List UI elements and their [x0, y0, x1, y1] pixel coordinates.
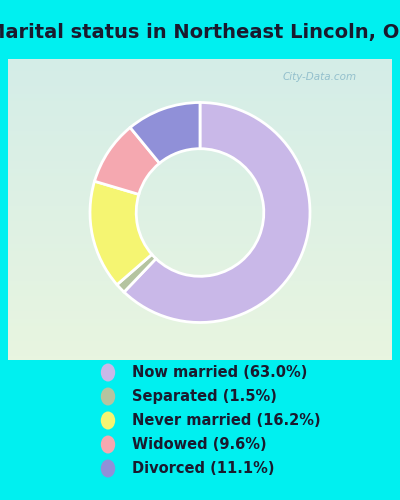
FancyBboxPatch shape [8, 355, 392, 360]
FancyBboxPatch shape [8, 130, 392, 135]
FancyBboxPatch shape [8, 325, 392, 330]
FancyBboxPatch shape [8, 295, 392, 300]
FancyBboxPatch shape [8, 246, 392, 251]
FancyBboxPatch shape [8, 66, 392, 71]
Text: Widowed (9.6%): Widowed (9.6%) [132, 437, 267, 452]
FancyBboxPatch shape [8, 310, 392, 315]
FancyBboxPatch shape [8, 340, 392, 345]
Text: City-Data.com: City-Data.com [283, 72, 357, 83]
FancyBboxPatch shape [8, 179, 392, 184]
FancyBboxPatch shape [8, 236, 392, 240]
FancyBboxPatch shape [8, 202, 392, 206]
Text: Divorced (11.1%): Divorced (11.1%) [132, 461, 274, 476]
FancyBboxPatch shape [8, 86, 392, 90]
FancyBboxPatch shape [8, 198, 392, 202]
Text: Now married (63.0%): Now married (63.0%) [132, 365, 307, 380]
FancyBboxPatch shape [8, 164, 392, 169]
FancyBboxPatch shape [8, 126, 392, 131]
FancyBboxPatch shape [8, 344, 392, 349]
FancyBboxPatch shape [8, 352, 392, 356]
FancyBboxPatch shape [8, 104, 392, 109]
FancyBboxPatch shape [8, 156, 392, 161]
FancyBboxPatch shape [8, 112, 392, 116]
Text: Never married (16.2%): Never married (16.2%) [132, 413, 321, 428]
FancyBboxPatch shape [8, 145, 392, 150]
FancyBboxPatch shape [8, 224, 392, 229]
FancyBboxPatch shape [8, 292, 392, 296]
FancyBboxPatch shape [8, 216, 392, 221]
FancyBboxPatch shape [8, 149, 392, 154]
FancyBboxPatch shape [8, 250, 392, 255]
FancyBboxPatch shape [8, 318, 392, 322]
FancyBboxPatch shape [8, 172, 392, 176]
FancyBboxPatch shape [8, 89, 392, 94]
FancyBboxPatch shape [8, 299, 392, 304]
FancyBboxPatch shape [8, 333, 392, 338]
Wedge shape [94, 128, 160, 194]
FancyBboxPatch shape [8, 160, 392, 165]
FancyBboxPatch shape [8, 209, 392, 214]
FancyBboxPatch shape [8, 70, 392, 75]
FancyBboxPatch shape [8, 280, 392, 285]
FancyBboxPatch shape [8, 284, 392, 288]
FancyBboxPatch shape [8, 93, 392, 98]
FancyBboxPatch shape [8, 306, 392, 311]
FancyBboxPatch shape [8, 336, 392, 341]
FancyBboxPatch shape [8, 314, 392, 319]
FancyBboxPatch shape [8, 62, 392, 68]
FancyBboxPatch shape [8, 74, 392, 78]
Wedge shape [130, 102, 200, 163]
FancyBboxPatch shape [8, 82, 392, 86]
FancyBboxPatch shape [8, 322, 392, 326]
FancyBboxPatch shape [8, 220, 392, 225]
FancyBboxPatch shape [8, 100, 392, 105]
Text: Separated (1.5%): Separated (1.5%) [132, 389, 277, 404]
FancyBboxPatch shape [8, 232, 392, 236]
FancyBboxPatch shape [8, 302, 392, 308]
FancyBboxPatch shape [8, 186, 392, 191]
FancyBboxPatch shape [8, 119, 392, 124]
FancyBboxPatch shape [8, 134, 392, 138]
FancyBboxPatch shape [8, 138, 392, 142]
Text: Marital status in Northeast Lincoln, OK: Marital status in Northeast Lincoln, OK [0, 23, 400, 42]
FancyBboxPatch shape [8, 116, 392, 120]
FancyBboxPatch shape [8, 213, 392, 218]
Wedge shape [90, 181, 152, 284]
FancyBboxPatch shape [8, 194, 392, 198]
FancyBboxPatch shape [8, 276, 392, 281]
Circle shape [101, 412, 115, 430]
FancyBboxPatch shape [8, 176, 392, 180]
FancyBboxPatch shape [8, 262, 392, 266]
FancyBboxPatch shape [8, 243, 392, 248]
Circle shape [101, 388, 115, 406]
FancyBboxPatch shape [8, 258, 392, 262]
FancyBboxPatch shape [8, 142, 392, 146]
FancyBboxPatch shape [8, 190, 392, 195]
Circle shape [101, 364, 115, 382]
Wedge shape [124, 102, 310, 322]
FancyBboxPatch shape [8, 96, 392, 101]
Circle shape [101, 436, 115, 454]
FancyBboxPatch shape [8, 348, 392, 352]
FancyBboxPatch shape [8, 153, 392, 158]
FancyBboxPatch shape [8, 254, 392, 259]
FancyBboxPatch shape [8, 205, 392, 210]
FancyBboxPatch shape [8, 182, 392, 188]
FancyBboxPatch shape [8, 265, 392, 270]
FancyBboxPatch shape [8, 329, 392, 334]
FancyBboxPatch shape [8, 269, 392, 274]
Wedge shape [117, 254, 156, 292]
FancyBboxPatch shape [8, 239, 392, 244]
FancyBboxPatch shape [8, 288, 392, 292]
FancyBboxPatch shape [0, 0, 400, 60]
FancyBboxPatch shape [8, 59, 392, 64]
Circle shape [101, 460, 115, 477]
FancyBboxPatch shape [0, 360, 400, 500]
FancyBboxPatch shape [8, 122, 392, 128]
FancyBboxPatch shape [8, 273, 392, 278]
FancyBboxPatch shape [8, 228, 392, 232]
FancyBboxPatch shape [8, 168, 392, 172]
FancyBboxPatch shape [8, 108, 392, 112]
FancyBboxPatch shape [8, 78, 392, 82]
